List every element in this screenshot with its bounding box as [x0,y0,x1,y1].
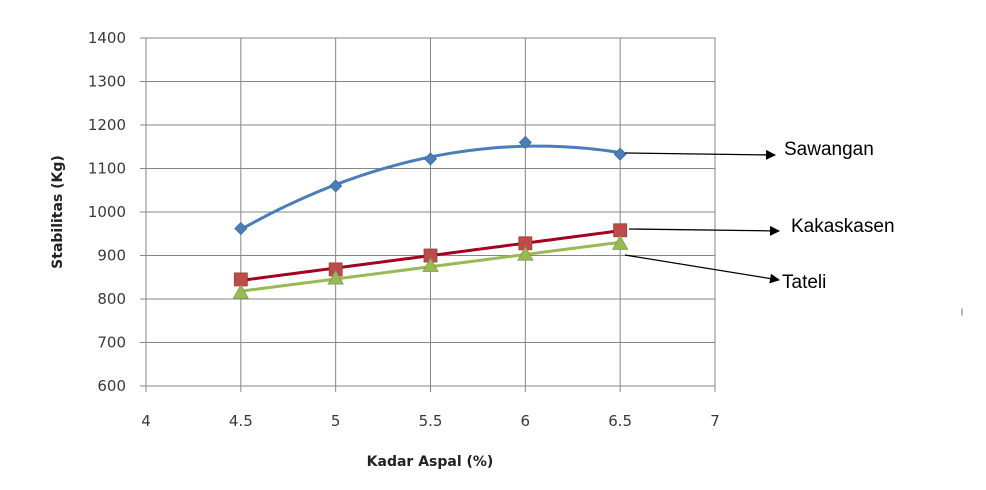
series-tateli [232,234,629,299]
kakaskasen-callout-label: Kakaskasen [791,216,895,237]
sawangan-callout-label: Sawangan [784,139,874,160]
data-point [422,257,439,272]
y-tick-label: 800 [97,290,126,308]
x-axis-ticks: 4 4.5 5 5.5 6 6.5 7 [141,386,720,430]
data-point [327,269,344,285]
x-tick-label: 5 [331,412,341,430]
series-layer [232,135,629,299]
x-tick-label: 4 [141,412,151,430]
data-point [423,152,438,166]
y-tick-label: 900 [97,247,126,265]
y-tick-label: 1000 [88,203,126,221]
y-tick-label: 1300 [88,73,126,91]
y-tick-label: 700 [97,334,126,352]
series-sawangan [234,135,627,236]
kakaskasen-callout-arrow [628,225,780,236]
sawangan-callout-arrow [624,149,776,160]
x-tick-label: 6.5 [608,412,632,430]
x-tick-label: 7 [710,412,720,430]
x-tick-label: 5.5 [419,412,443,430]
tateli-callout-arrow [624,254,780,284]
data-point [329,179,343,193]
y-tick-label: 600 [97,377,126,395]
y-tick-label: 1200 [88,116,126,134]
gridlines [145,37,716,387]
tateli-callout-label: Tateli [782,272,826,293]
x-tick-label: 4.5 [229,412,253,430]
y-tick-label: 1100 [88,160,126,178]
x-axis-title: Kadar Aspal (%) [367,454,494,470]
edge-artifact-mark [961,308,963,316]
x-tick-label: 6 [521,412,531,430]
series-kakaskasen [233,223,628,287]
data-point [233,272,248,287]
data-point [518,135,532,149]
data-point [613,223,628,238]
data-point [234,221,248,236]
y-tick-label: 1400 [88,29,126,47]
data-point [517,245,534,261]
y-axis-title: Stabilitas (Kg) [50,155,66,269]
data-point [613,147,627,161]
data-point [232,284,250,299]
data-point [611,234,629,250]
y-axis-ticks: 600 700 800 900 1000 1100 1200 1300 1400 [88,29,146,395]
series-callouts: Sawangan Kakaskasen Tateli [624,139,895,293]
